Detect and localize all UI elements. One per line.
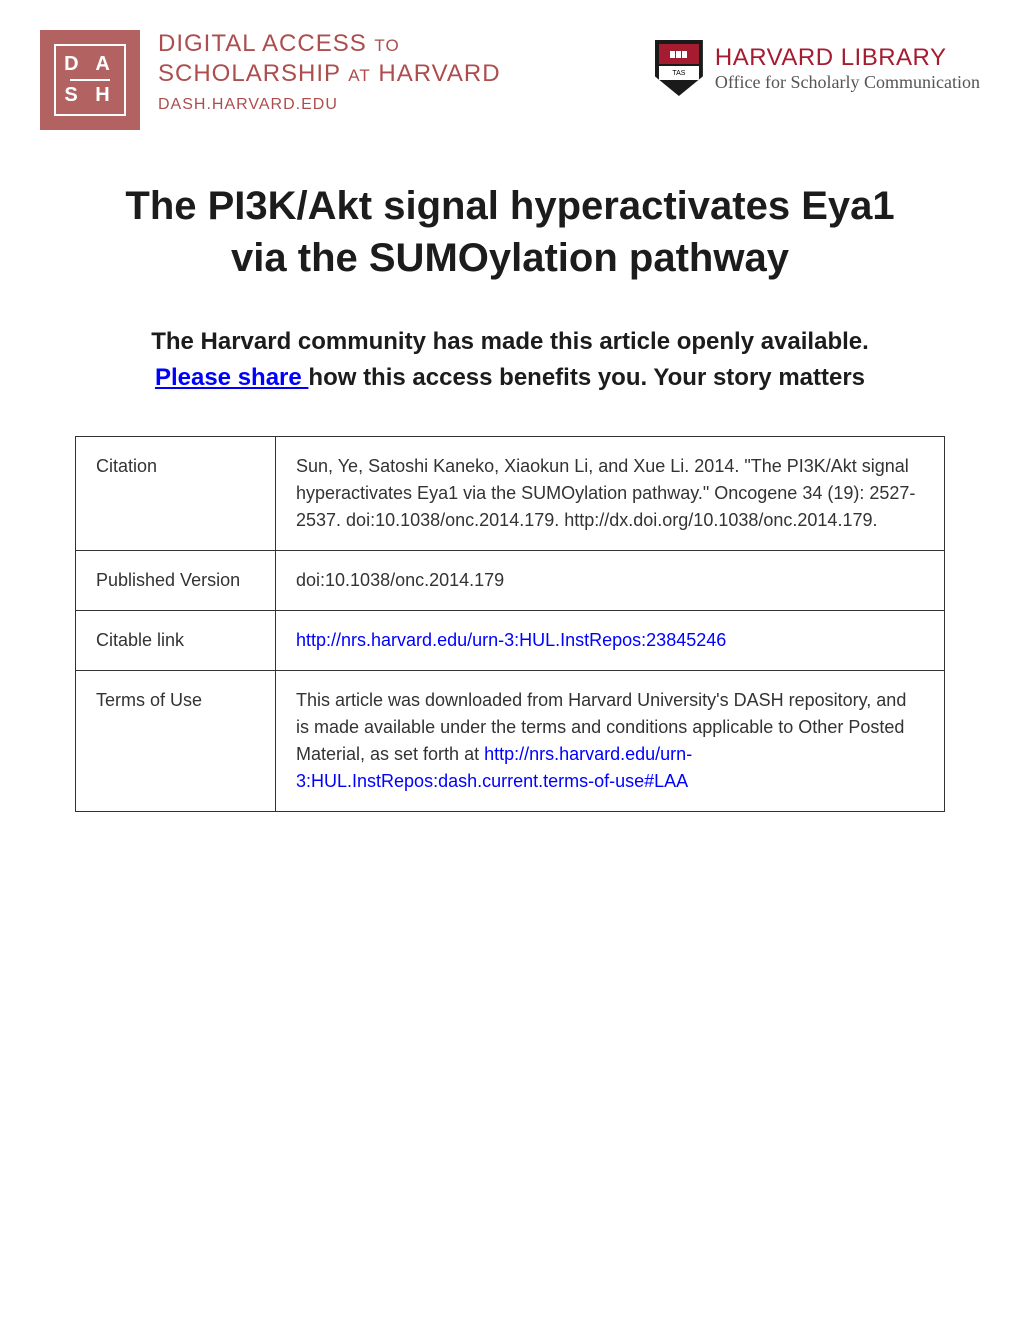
dash-logo-top: D A	[64, 53, 116, 76]
header-right: TAS HARVARD LIBRARY Office for Scholarly…	[655, 40, 980, 96]
citable-link-value: http://nrs.harvard.edu/urn-3:HUL.InstRep…	[276, 611, 945, 671]
harvard-office-label: Office for Scholarly Communication	[715, 72, 980, 93]
dash-text-line1: DIGITAL ACCESS TO	[158, 30, 501, 58]
metadata-table: Citation Sun, Ye, Satoshi Kaneko, Xiaoku…	[75, 436, 945, 812]
dash-logo-bottom: S H	[64, 84, 115, 107]
dash-text-line2: SCHOLARSHIP AT HARVARD	[158, 60, 501, 88]
citable-link-label: Citable link	[76, 611, 276, 671]
dash-text-block: DIGITAL ACCESS TO SCHOLARSHIP AT HARVARD…	[158, 30, 501, 114]
citable-link[interactable]: http://nrs.harvard.edu/urn-3:HUL.InstRep…	[296, 630, 726, 650]
published-version-value: doi:10.1038/onc.2014.179	[276, 551, 945, 611]
please-share-link[interactable]: Please share	[155, 364, 308, 391]
table-row: Published Version doi:10.1038/onc.2014.1…	[76, 551, 945, 611]
table-row: Citable link http://nrs.harvard.edu/urn-…	[76, 611, 945, 671]
dash-text-line3: DASH.HARVARD.EDU	[158, 96, 501, 114]
citation-label: Citation	[76, 437, 276, 551]
page-title: The PI3K/Akt signal hyperactivates Eya1 …	[40, 180, 980, 284]
terms-label: Terms of Use	[76, 671, 276, 812]
terms-value: This article was downloaded from Harvard…	[276, 671, 945, 812]
harvard-text-block: HARVARD LIBRARY Office for Scholarly Com…	[715, 44, 980, 93]
dash-logo-divider	[70, 79, 110, 81]
header-left: D A S H DIGITAL ACCESS TO SCHOLARSHIP AT…	[40, 30, 501, 130]
subtitle-text: The Harvard community has made this arti…	[40, 324, 980, 396]
page-header: D A S H DIGITAL ACCESS TO SCHOLARSHIP AT…	[40, 30, 980, 130]
table-row: Terms of Use This article was downloaded…	[76, 671, 945, 812]
dash-logo-icon: D A S H	[40, 30, 140, 130]
harvard-shield-icon: TAS	[655, 40, 703, 96]
published-version-label: Published Version	[76, 551, 276, 611]
harvard-library-label: HARVARD LIBRARY	[715, 44, 980, 72]
table-row: Citation Sun, Ye, Satoshi Kaneko, Xiaoku…	[76, 437, 945, 551]
citation-value: Sun, Ye, Satoshi Kaneko, Xiaokun Li, and…	[276, 437, 945, 551]
